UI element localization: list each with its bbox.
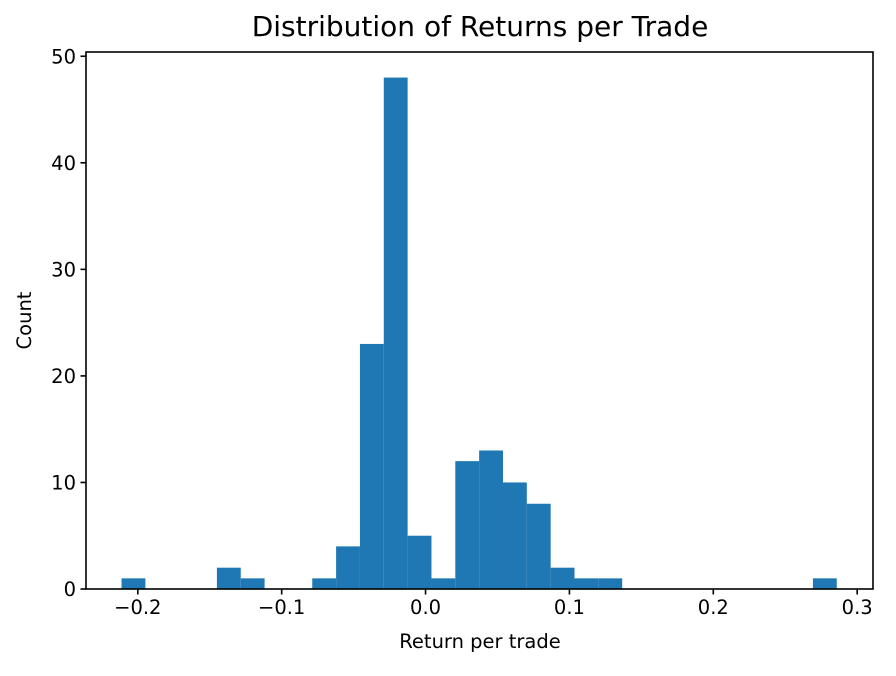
histogram-bar — [431, 578, 456, 589]
y-tick-label: 20 — [51, 365, 76, 388]
histogram-bar — [336, 546, 360, 589]
histogram-bar — [598, 578, 623, 589]
x-tick-label: 0.2 — [698, 596, 729, 619]
y-tick-label: 0 — [64, 578, 76, 601]
histogram-bar — [526, 503, 551, 589]
histogram-bar — [312, 578, 337, 589]
histogram-bar — [121, 578, 146, 589]
x-tick-label: −0.2 — [114, 596, 161, 619]
plot-border — [85, 51, 874, 590]
histogram-bar — [479, 450, 503, 589]
y-tick-label: 30 — [51, 258, 76, 281]
histogram-bar — [240, 578, 265, 589]
histogram-bar — [812, 578, 837, 589]
histogram-bar — [216, 567, 241, 589]
y-tick-label: 40 — [51, 152, 76, 175]
x-axis-label: Return per trade — [399, 630, 560, 653]
histogram-bar — [359, 343, 384, 589]
bars-group — [121, 77, 837, 589]
x-tick-label: 0.1 — [554, 596, 585, 619]
histogram-bar — [550, 567, 575, 589]
y-tick-label: 50 — [51, 45, 76, 68]
y-tick-label: 10 — [51, 471, 76, 494]
histogram-bar — [502, 482, 527, 589]
chart-title: Distribution of Returns per Trade — [252, 10, 709, 43]
histogram-bar — [455, 461, 480, 589]
x-tick-label: −0.1 — [258, 596, 305, 619]
histogram-bar — [407, 535, 432, 589]
y-axis-label: Count — [13, 291, 36, 349]
x-tick-label: 0.3 — [842, 596, 873, 619]
x-tick-label: 0.0 — [410, 596, 441, 619]
axes-group: −0.2 −0.1 0.0 0.1 0.2 0.3 0 10 20 30 40 50 — [51, 45, 874, 619]
histogram-bar — [574, 578, 599, 589]
histogram-bar — [383, 77, 408, 589]
